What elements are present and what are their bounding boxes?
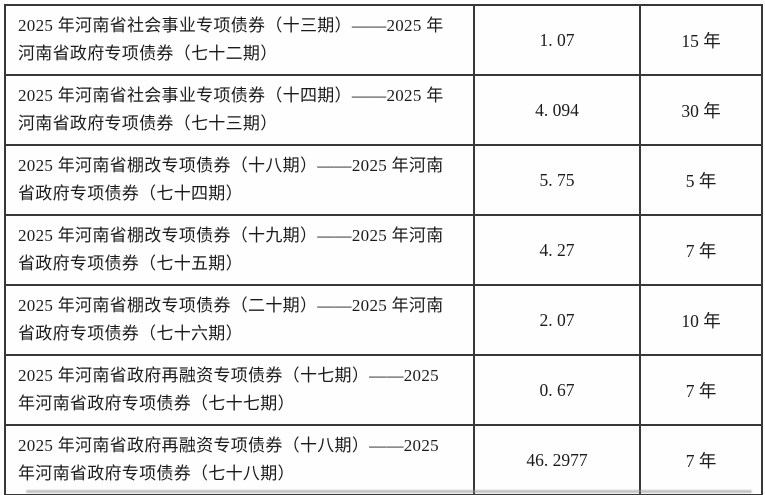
bond-name-cell: 2025 年河南省棚改专项债券（十九期）——2025 年河南省政府专项债券（七十…: [4, 214, 475, 286]
bond-term-cell: 7 年: [639, 214, 763, 286]
bond-term-cell: 15 年: [639, 4, 763, 76]
table-row: 2025 年河南省社会事业专项债券（十四期）——2025 年河南省政府专项债券（…: [4, 74, 763, 146]
bond-term-cell: 10 年: [639, 284, 763, 356]
scan-artifact-line: [26, 490, 752, 493]
bond-name-cell: 2025 年河南省社会事业专项债券（十三期）——2025 年河南省政府专项债券（…: [4, 4, 475, 76]
table-row: 2025 年河南省政府再融资专项债券（十七期）——2025 年河南省政府专项债券…: [4, 354, 763, 426]
bond-amount-cell: 5. 75: [473, 144, 641, 216]
bond-amount-cell: 0. 67: [473, 354, 641, 426]
bond-term-cell: 7 年: [639, 354, 763, 426]
bond-name-cell: 2025 年河南省棚改专项债券（十八期）——2025 年河南省政府专项债券（七十…: [4, 144, 475, 216]
bond-name-cell: 2025 年河南省社会事业专项债券（十四期）——2025 年河南省政府专项债券（…: [4, 74, 475, 146]
bond-amount-cell: 1. 07: [473, 4, 641, 76]
bond-amount-cell: 46. 2977: [473, 424, 641, 495]
table-row: 2025 年河南省政府再融资专项债券（十八期）——2025 年河南省政府专项债券…: [4, 424, 763, 495]
table-row: 2025 年河南省棚改专项债券（二十期）——2025 年河南省政府专项债券（七十…: [4, 284, 763, 356]
bond-term-cell: 30 年: [639, 74, 763, 146]
table-row: 2025 年河南省社会事业专项债券（十三期）——2025 年河南省政府专项债券（…: [4, 4, 763, 76]
bond-term-cell: 5 年: [639, 144, 763, 216]
bond-term-cell: 7 年: [639, 424, 763, 495]
bond-name-cell: 2025 年河南省棚改专项债券（二十期）——2025 年河南省政府专项债券（七十…: [4, 284, 475, 356]
table-row: 2025 年河南省棚改专项债券（十八期）——2025 年河南省政府专项债券（七十…: [4, 144, 763, 216]
bond-amount-cell: 4. 094: [473, 74, 641, 146]
bond-name-cell: 2025 年河南省政府再融资专项债券（十七期）——2025 年河南省政府专项债券…: [4, 354, 475, 426]
bond-amount-cell: 4. 27: [473, 214, 641, 286]
bond-name-cell: 2025 年河南省政府再融资专项债券（十八期）——2025 年河南省政府专项债券…: [4, 424, 475, 495]
bond-table: 2025 年河南省社会事业专项债券（十三期）——2025 年河南省政府专项债券（…: [4, 4, 763, 495]
bond-amount-cell: 2. 07: [473, 284, 641, 356]
table-row: 2025 年河南省棚改专项债券（十九期）——2025 年河南省政府专项债券（七十…: [4, 214, 763, 286]
